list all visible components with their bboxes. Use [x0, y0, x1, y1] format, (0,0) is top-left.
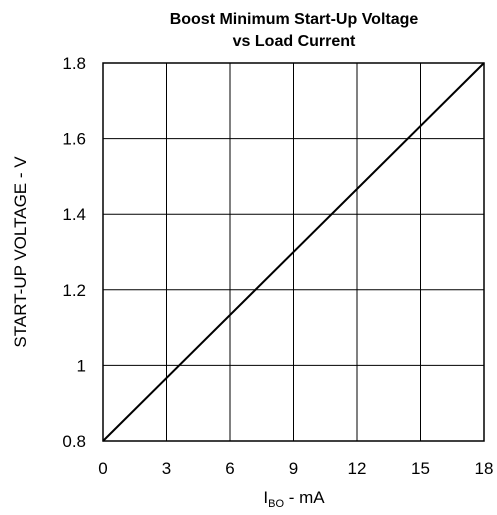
x-tick-label-6: 18 — [475, 459, 494, 478]
chart-title-line-2: vs Load Current — [233, 33, 356, 50]
x-tick-label-5: 15 — [411, 459, 430, 478]
y-tick-label-2: 1.2 — [62, 281, 86, 300]
x-tick-label-0: 0 — [98, 459, 107, 478]
x-axis-label-main: I — [263, 488, 268, 507]
x-tick-label-1: 3 — [162, 459, 171, 478]
x-tick-labels: 0 3 6 9 12 15 18 — [98, 459, 493, 478]
x-axis-label: IBO - mA — [263, 488, 325, 510]
x-tick-label-3: 9 — [289, 459, 298, 478]
x-tick-label-4: 12 — [348, 459, 367, 478]
series-lines — [102, 62, 485, 442]
x-tick-label-2: 6 — [225, 459, 234, 478]
y-tick-label-3: 1.4 — [62, 205, 86, 224]
x-axis-label-suffix: - mA — [284, 488, 325, 507]
y-tick-label-5: 1.8 — [62, 54, 86, 73]
series-line-0 — [102, 62, 485, 442]
y-tick-label-0: 0.8 — [62, 432, 86, 451]
y-tick-label-1: 1 — [77, 356, 86, 375]
plot-frame — [102, 62, 485, 442]
y-axis-label: START-UP VOLTAGE - V — [11, 156, 30, 348]
y-tick-label-4: 1.6 — [62, 130, 86, 149]
y-tick-labels: 0.8 1 1.2 1.4 1.6 1.8 — [62, 54, 86, 451]
chart-title-line-1: Boost Minimum Start-Up Voltage — [170, 11, 419, 28]
x-axis-label-subscript: BO — [268, 498, 284, 510]
